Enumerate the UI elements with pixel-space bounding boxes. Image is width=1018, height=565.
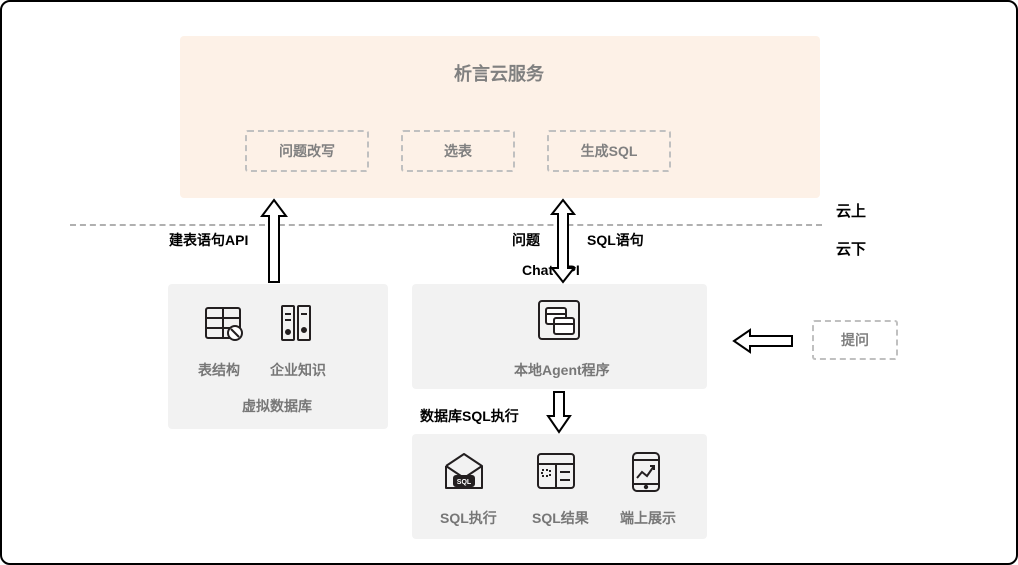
arrow-down-db-exec (546, 390, 572, 434)
label-display: 端上展示 (620, 508, 676, 528)
arrow-bidir-chat (550, 198, 576, 284)
cloud-step-select-table: 选表 (401, 130, 515, 172)
cloud-step-rewrite: 问题改写 (245, 130, 369, 172)
diagram-canvas: 析言云服务 问题改写 选表 生成SQL 云上 云下 建表语句API 问题 SQL… (0, 0, 1018, 565)
agent-windows-icon (536, 298, 582, 342)
ask-label: 提问 (841, 330, 869, 350)
table-schema-icon (202, 302, 244, 344)
label-sql-result: SQL结果 (532, 508, 589, 528)
cloud-step-label: 问题改写 (279, 141, 335, 161)
cloud-step-label: 选表 (444, 141, 472, 161)
label-table-schema: 表结构 (198, 360, 240, 380)
arrow-up-build-api (260, 198, 288, 284)
sql-result-icon (534, 450, 578, 492)
cloud-step-label: 生成SQL (581, 141, 638, 161)
label-question: 问题 (512, 230, 540, 250)
label-virtual-db: 虚拟数据库 (242, 396, 312, 416)
label-enterprise-knowledge: 企业知识 (270, 360, 326, 380)
ask-box: 提问 (812, 320, 898, 360)
label-cloud-below: 云下 (836, 238, 866, 259)
sql-execute-icon: SQL (442, 450, 486, 492)
cloud-service-title: 析言云服务 (454, 60, 544, 86)
label-agent: 本地Agent程序 (514, 360, 610, 380)
svg-text:SQL: SQL (457, 479, 472, 486)
label-sql-stmt: SQL语句 (587, 230, 644, 250)
label-cloud-above: 云上 (836, 200, 866, 221)
enterprise-knowledge-icon (278, 302, 314, 344)
device-display-icon (628, 450, 664, 494)
cloud-divider (70, 224, 822, 226)
label-db-exec: 数据库SQL执行 (420, 406, 519, 426)
label-sql-execute: SQL执行 (440, 508, 497, 528)
arrow-left-ask (732, 328, 794, 354)
cloud-step-gen-sql: 生成SQL (547, 130, 671, 172)
label-build-api: 建表语句API (169, 230, 248, 250)
